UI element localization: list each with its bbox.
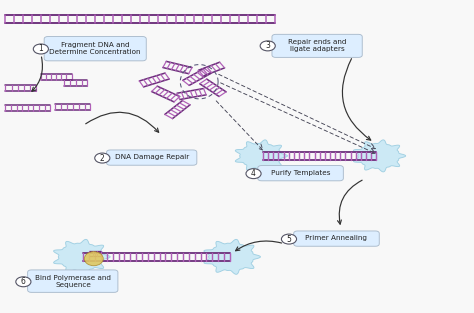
Circle shape <box>16 277 31 287</box>
Ellipse shape <box>84 252 103 266</box>
FancyArrowPatch shape <box>342 59 371 140</box>
Polygon shape <box>204 239 260 274</box>
FancyBboxPatch shape <box>258 166 343 181</box>
Text: DNA Damage Repair: DNA Damage Repair <box>115 154 189 161</box>
Circle shape <box>95 153 110 163</box>
FancyArrowPatch shape <box>32 57 43 91</box>
Text: 1: 1 <box>38 44 43 54</box>
Text: Repair ends and
ligate adapters: Repair ends and ligate adapters <box>288 39 346 52</box>
Text: 5: 5 <box>287 234 292 244</box>
FancyArrowPatch shape <box>86 112 159 132</box>
FancyBboxPatch shape <box>107 150 197 165</box>
Text: Fragment DNA and
Determine Concentration: Fragment DNA and Determine Concentration <box>49 42 141 55</box>
Circle shape <box>246 169 261 179</box>
Text: 6: 6 <box>21 277 26 286</box>
FancyBboxPatch shape <box>44 37 146 61</box>
Text: Bind Polymerase and
Sequence: Bind Polymerase and Sequence <box>35 275 111 288</box>
Circle shape <box>260 41 275 51</box>
Polygon shape <box>235 140 288 172</box>
FancyBboxPatch shape <box>272 34 362 57</box>
Text: 2: 2 <box>100 154 105 162</box>
Circle shape <box>282 234 297 244</box>
FancyBboxPatch shape <box>294 231 379 246</box>
Text: 4: 4 <box>251 169 256 178</box>
FancyBboxPatch shape <box>27 270 118 292</box>
Polygon shape <box>54 239 110 274</box>
Text: 3: 3 <box>265 41 270 50</box>
Text: Primer Annealing: Primer Annealing <box>305 235 367 241</box>
FancyArrowPatch shape <box>236 241 282 251</box>
Polygon shape <box>354 140 406 172</box>
Text: Purify Templates: Purify Templates <box>271 170 330 176</box>
Circle shape <box>33 44 48 54</box>
FancyArrowPatch shape <box>337 180 362 224</box>
